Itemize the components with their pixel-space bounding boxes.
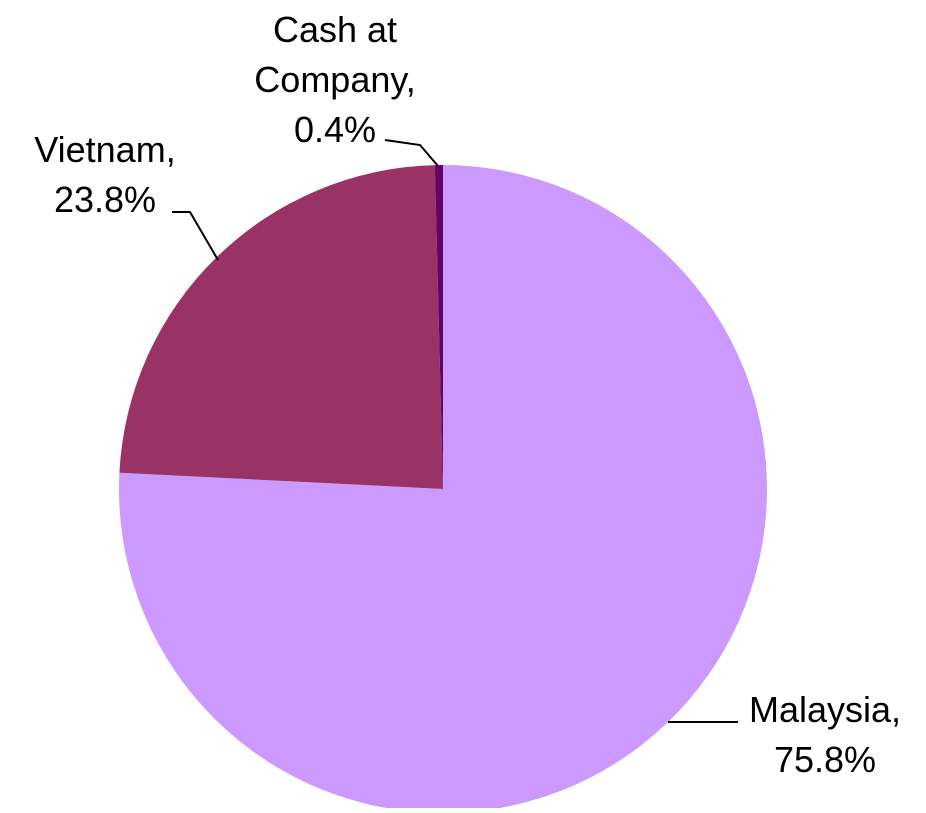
- category-label: Malaysia,: [749, 689, 901, 730]
- data-label: Malaysia, 75.8%: [749, 689, 901, 780]
- leader-line: [172, 211, 219, 261]
- data-label: Vietnam, 23.8%: [34, 129, 175, 220]
- category-label: Vietnam,: [34, 129, 175, 170]
- category-label: Cash at Company,: [254, 9, 415, 100]
- pie-slice: [119, 165, 443, 489]
- value-label: 0.4%: [294, 109, 376, 150]
- pie-slice: [434, 165, 443, 489]
- value-label: 23.8%: [54, 179, 156, 220]
- data-label: Cash at Company, 0.4%: [254, 9, 415, 150]
- value-label: 75.8%: [774, 739, 876, 780]
- leader-line: [384, 139, 439, 167]
